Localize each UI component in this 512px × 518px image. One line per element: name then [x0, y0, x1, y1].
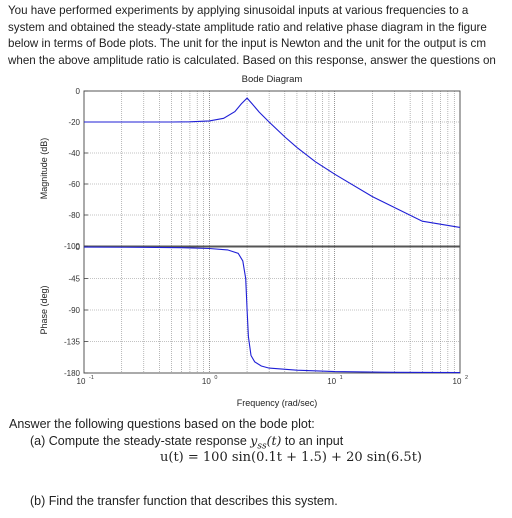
phase-series-line — [83, 246, 461, 374]
question-b: (b) Find the transfer function that desc… — [30, 494, 338, 508]
frequency-tick-exponent: 1 — [340, 375, 343, 381]
question-a-arg: (t) — [266, 433, 282, 448]
phase-grid — [83, 246, 461, 374]
phase-axis-label: Phase (deg) — [39, 285, 49, 334]
magnitude-grid — [83, 90, 461, 247]
magnitude-tick-label: 0 — [76, 87, 81, 96]
question-a-tail: to an input — [284, 434, 344, 448]
magnitude-axis-label: Magnitude (dB) — [39, 138, 49, 200]
frequency-tick-label: 10 — [77, 377, 86, 386]
magnitude-axes-frame — [83, 90, 461, 247]
frequency-tick-label: 10 — [327, 377, 336, 386]
questions-heading: Answer the following questions based on … — [9, 417, 315, 431]
bode-plot: 0-20-40-60-80-100 0-45-90-135-180 10 -1 10… — [39, 74, 469, 408]
intro-paragraph: You have performed experiments by applyi… — [8, 4, 496, 67]
phase-tick-label: -90 — [68, 306, 80, 315]
question-a: (a) Compute the steady-state response ys… — [30, 433, 343, 452]
frequency-tick-exponent: -1 — [89, 375, 94, 381]
question-a-symbol: y — [250, 433, 258, 448]
magnitude-tick-label: -60 — [68, 180, 80, 189]
magnitude-tick-label: -100 — [64, 242, 81, 251]
magnitude-series-line — [84, 97, 461, 228]
frequency-tick-labels: 10 -1 10 0 10 1 10 2 — [77, 375, 469, 386]
phase-tick-label: -135 — [64, 338, 81, 347]
question-a-label: (a) Compute the steady-state response — [30, 434, 247, 448]
phase-tick-label: -180 — [64, 369, 81, 378]
frequency-axis-label: Frequency (rad/sec) — [237, 398, 318, 408]
phase-tick-label: 0 — [76, 243, 81, 252]
magnitude-tick-label: -20 — [68, 118, 80, 127]
magnitude-tick-label: -40 — [68, 149, 80, 158]
frequency-tick-label: 10 — [453, 377, 462, 386]
input-equation: u(t) = 100 sin(0.1t + 1.5) + 20 sin(6.5t… — [160, 450, 422, 465]
phase-tick-label: -45 — [68, 275, 80, 284]
magnitude-tick-label: -80 — [68, 211, 80, 220]
chart-title: Bode Diagram — [242, 74, 303, 85]
question-a-subscript: ss — [257, 441, 267, 452]
frequency-tick-exponent: 2 — [465, 375, 468, 381]
frequency-tick-exponent: 0 — [214, 375, 217, 381]
frequency-tick-label: 10 — [202, 377, 211, 386]
